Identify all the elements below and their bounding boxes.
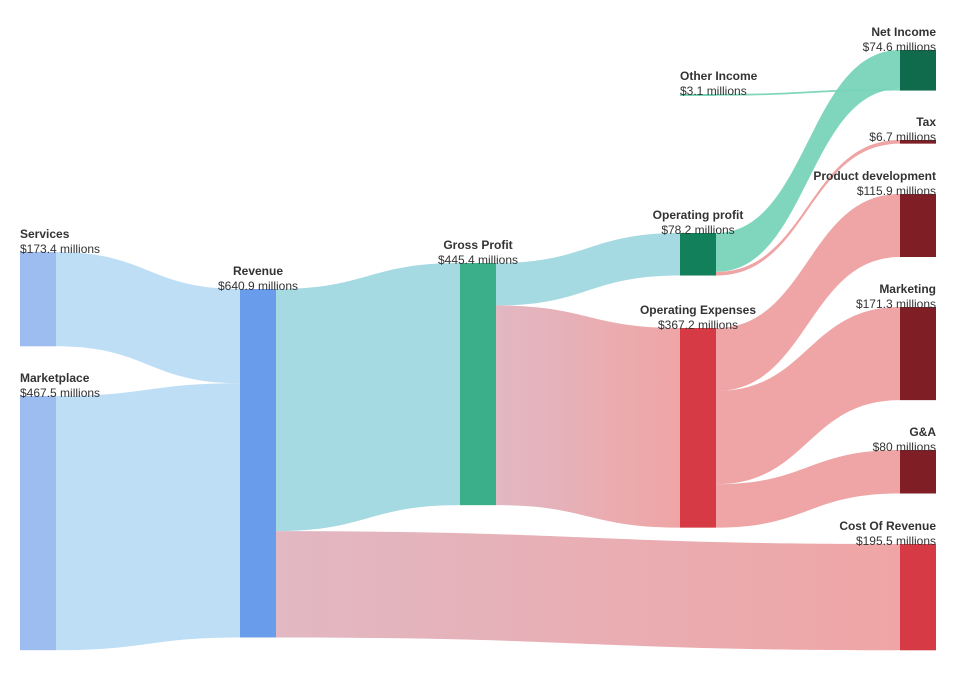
node-other-income[interactable] [680, 94, 716, 96]
node-value-operating-profit: $78.2 millions [661, 223, 734, 237]
node-gross-profit[interactable] [460, 263, 496, 506]
node-value-operating-expenses: $367.2 millions [658, 318, 738, 332]
link-gross-profit-to-operating-expenses[interactable] [496, 305, 680, 528]
node-label-marketplace: Marketplace [20, 371, 90, 385]
node-product-development[interactable] [900, 194, 936, 258]
link-operating-expenses-to-marketing[interactable] [716, 307, 900, 485]
node-label-gross-profit: Gross Profit [443, 238, 512, 252]
node-net-income[interactable] [900, 50, 936, 91]
node-value-cost-of-revenue: $195.5 millions [856, 534, 936, 548]
node-marketplace[interactable] [20, 396, 56, 651]
node-tax[interactable] [900, 140, 936, 144]
node-value-other-income: $3.1 millions [680, 84, 747, 98]
node-label-g-and-a: G&A [909, 425, 936, 439]
node-label-services: Services [20, 227, 70, 241]
node-value-gross-profit: $445.4 millions [438, 253, 518, 267]
node-marketing[interactable] [900, 307, 936, 401]
node-label-tax: Tax [916, 115, 936, 129]
node-label-cost-of-revenue: Cost Of Revenue [839, 519, 936, 533]
link-other-income-to-net-income[interactable] [716, 88, 900, 96]
node-label-net-income: Net Income [871, 25, 936, 39]
link-gross-profit-to-operating-profit[interactable] [496, 233, 680, 306]
link-operating-expenses-to-g-and-a[interactable] [716, 450, 900, 528]
sankey-nodes [20, 50, 936, 651]
node-label-product-development: Product development [813, 169, 936, 183]
sankey-labels: Services$173.4 millions Marketplace$467.5… [20, 25, 936, 548]
node-value-product-development: $115.9 millions [857, 184, 936, 198]
link-revenue-to-gross-profit[interactable] [276, 263, 460, 532]
node-revenue[interactable] [240, 289, 276, 638]
node-label-other-income: Other Income [680, 69, 758, 83]
node-cost-of-revenue[interactable] [900, 544, 936, 651]
node-value-marketing: $171.3 millions [856, 297, 936, 311]
node-operating-profit[interactable] [680, 233, 716, 276]
node-services[interactable] [20, 252, 56, 347]
node-label-operating-expenses: Operating Expenses [640, 303, 756, 317]
node-value-marketplace: $467.5 millions [20, 386, 100, 400]
node-value-services: $173.4 millions [20, 242, 100, 256]
node-value-g-and-a: $80 millions [873, 440, 936, 454]
node-g-and-a[interactable] [900, 450, 936, 494]
node-label-operating-profit: Operating profit [653, 208, 744, 222]
link-marketplace-to-revenue[interactable] [56, 383, 240, 651]
node-value-tax: $6.7 millions [869, 130, 936, 144]
sankey-links [56, 50, 900, 651]
node-value-net-income: $74.6 millions [863, 40, 936, 54]
link-operating-profit-to-tax[interactable] [716, 140, 900, 276]
node-label-marketing: Marketing [879, 282, 936, 296]
link-services-to-revenue[interactable] [56, 252, 240, 384]
node-operating-expenses[interactable] [680, 328, 716, 528]
node-label-revenue: Revenue [233, 264, 283, 278]
link-revenue-to-cost-of-revenue[interactable] [276, 531, 900, 651]
link-operating-expenses-to-product-development[interactable] [716, 194, 900, 392]
link-operating-profit-to-net-income[interactable] [716, 50, 900, 272]
node-value-revenue: $640.9 millions [218, 279, 298, 293]
